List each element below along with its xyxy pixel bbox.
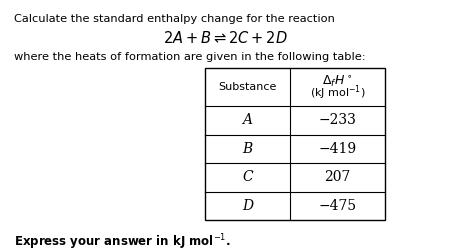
Text: D: D	[242, 199, 253, 213]
Text: −419: −419	[318, 142, 357, 156]
Text: C: C	[242, 170, 253, 184]
Text: −475: −475	[318, 199, 357, 213]
Text: B: B	[242, 142, 253, 156]
Text: 207: 207	[324, 170, 351, 184]
Text: Express your answer in kJ mol$^{-1}$.: Express your answer in kJ mol$^{-1}$.	[14, 232, 231, 251]
Text: Substance: Substance	[218, 82, 276, 92]
Text: where the heats of formation are given in the following table:: where the heats of formation are given i…	[14, 52, 366, 62]
Text: A: A	[243, 113, 253, 127]
Bar	[205, 68, 385, 220]
Text: $\Delta_f H^\circ$: $\Delta_f H^\circ$	[322, 74, 353, 89]
Text: Calculate the standard enthalpy change for the reaction: Calculate the standard enthalpy change f…	[14, 14, 335, 24]
Text: $2A + B \rightleftharpoons 2C + 2D$: $2A + B \rightleftharpoons 2C + 2D$	[163, 30, 287, 46]
Text: (kJ mol$^{-1}$): (kJ mol$^{-1}$)	[310, 83, 365, 102]
Text: −233: −233	[318, 113, 356, 127]
